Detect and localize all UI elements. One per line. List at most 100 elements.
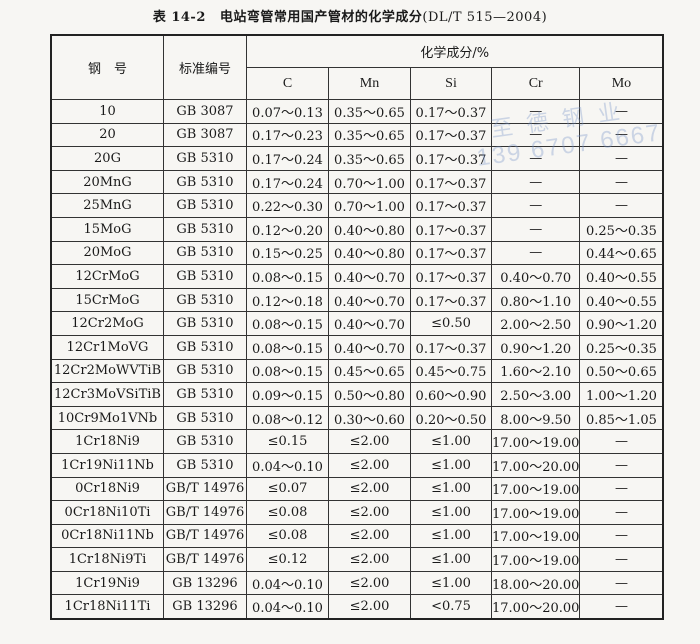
cell-mo: 0.25～0.35 — [579, 216, 664, 242]
cell-mn: 0.45～0.65 — [328, 358, 411, 384]
cell-mo: — — [579, 523, 664, 549]
table-title: 电站弯管常用国产管材的化学成分 — [219, 10, 423, 25]
cell-steel-grade: 1Cr19Ni11Nb — [50, 452, 164, 478]
cell-si: ≤0.50 — [410, 311, 492, 336]
cell-mo: — — [579, 193, 664, 218]
cell-steel-grade: 25MnG — [50, 193, 164, 218]
cell-mn: ≤2.00 — [328, 500, 411, 525]
cell-cr: 0.90～1.20 — [490, 334, 581, 360]
cell-standard-no: GB/T 14976 — [163, 500, 247, 525]
cell-mn: 0.40～0.80 — [328, 216, 411, 242]
cell-c: 0.22～0.30 — [246, 193, 329, 218]
cell-mo: — — [579, 594, 664, 620]
cell-steel-grade: 15CrMoG — [50, 287, 164, 313]
cell-standard-no: GB 3087 — [163, 99, 247, 124]
header-c: C — [246, 67, 329, 100]
table-row: 1Cr19Ni11Nb GB 5310 0.04～0.10 ≤2.00 ≤1.00 17.… — [50, 452, 664, 478]
table-row: 1Cr18Ni11Ti GB 13296 0.04～0.10 ≤2.00 <0.75 17… — [50, 594, 664, 620]
cell-steel-grade: 1Cr19Ni9 — [50, 570, 164, 596]
cell-steel-grade: 0Cr18Ni9 — [50, 476, 164, 502]
cell-c: 0.04～0.10 — [246, 452, 329, 478]
cell-si: ≤1.00 — [410, 476, 492, 502]
table-row: 10Cr9Mo1VNb GB 5310 0.08～0.12 0.30～0.60 0.20… — [50, 405, 664, 431]
cell-si: ≤1.00 — [410, 547, 492, 572]
cell-mo: — — [579, 476, 664, 502]
cell-c: 0.08～0.15 — [246, 334, 329, 360]
table-row: 20 GB 3087 0.17～0.23 0.35～0.65 0.17～0.37— — — [50, 122, 664, 148]
cell-mo: — — [579, 99, 664, 124]
cell-mn: 0.30～0.60 — [328, 405, 411, 431]
cell-cr: 17.00～20.00 — [490, 594, 581, 620]
cell-mo: — — [579, 429, 664, 454]
cell-c: 0.12～0.18 — [246, 287, 329, 313]
cell-mn: 0.40～0.70 — [328, 311, 411, 336]
cell-cr: 17.00～19.00 — [490, 476, 581, 502]
table-row: 20MoG GB 5310 0.15～0.25 0.40～0.80 0.17～0.37—… — [50, 240, 664, 266]
cell-cr: — — [490, 193, 581, 218]
cell-standard-no: GB 5310 — [163, 405, 247, 431]
cell-steel-grade: 0Cr18Ni10Ti — [50, 500, 164, 525]
cell-si: ≤1.00 — [410, 523, 492, 549]
cell-standard-no: GB 5310 — [163, 169, 247, 195]
table-row: 12CrMoG GB 5310 0.08～0.15 0.40～0.70 0.17～0.3… — [50, 264, 664, 289]
cell-standard-no: GB/T 14976 — [163, 547, 247, 572]
cell-mn: 0.40～0.70 — [328, 264, 411, 289]
cell-mo: 0.85～1.05 — [579, 405, 664, 431]
cell-c: 0.07～0.13 — [246, 99, 329, 124]
cell-mo: — — [579, 570, 664, 596]
cell-standard-no: GB 5310 — [163, 311, 247, 336]
cell-si: 0.17～0.37 — [410, 193, 492, 218]
cell-si: 0.17～0.37 — [410, 216, 492, 242]
cell-c: 0.08～0.15 — [246, 311, 329, 336]
table-row: 15MoG GB 5310 0.12～0.20 0.40～0.80 0.17～0.37—… — [50, 216, 664, 242]
cell-cr: 8.00～9.50 — [490, 405, 581, 431]
cell-steel-grade: 12Cr1MoVG — [50, 334, 164, 360]
cell-cr: — — [490, 169, 581, 195]
cell-mn: ≤2.00 — [328, 594, 411, 620]
table-row: 1Cr18Ni9 GB 5310 ≤0.15 ≤2.00 ≤1.00 17.00～19.0… — [50, 429, 664, 454]
cell-mn: ≤2.00 — [328, 429, 411, 454]
table-row: 20MnG GB 5310 0.17～0.24 0.70～1.00 0.17～0.37—… — [50, 169, 664, 195]
cell-cr: 17.00～20.00 — [490, 452, 581, 478]
cell-c: 0.04～0.10 — [246, 594, 329, 620]
cell-cr: 0.80～1.10 — [490, 287, 581, 313]
cell-cr: 17.00～19.00 — [490, 547, 581, 572]
table-row: 20G GB 5310 0.17～0.24 0.35～0.65 0.17～0.37— — — [50, 146, 664, 171]
cell-steel-grade: 20MoG — [50, 240, 164, 266]
header-cr: Cr — [490, 67, 581, 100]
chemical-composition-table: 钢 号 标准编号 化学成分/% C Mn Si Cr Mo 10 GB 3087 0… — [50, 34, 665, 621]
cell-si: 0.17～0.37 — [410, 334, 492, 360]
cell-si: ≤1.00 — [410, 429, 492, 454]
cell-mo: 0.40～0.55 — [579, 287, 664, 313]
cell-mn: 0.40～0.70 — [328, 287, 411, 313]
cell-mn: 0.70～1.00 — [328, 169, 411, 195]
header-composition: 化学成分/% — [246, 34, 664, 68]
cell-mo: 0.50～0.65 — [579, 358, 664, 384]
table-row: 10 GB 3087 0.07～0.13 0.35～0.65 0.17～0.37— — — [50, 99, 664, 124]
cell-steel-grade: 20G — [50, 146, 164, 171]
table-row: 0Cr18Ni9 GB/T 14976 ≤0.07 ≤2.00 ≤1.00 17.00～1… — [50, 476, 664, 502]
cell-c: 0.09～0.15 — [246, 382, 329, 407]
cell-steel-grade: 20MnG — [50, 169, 164, 195]
cell-standard-no: GB/T 14976 — [163, 476, 247, 502]
cell-standard-no: GB 3087 — [163, 122, 247, 148]
cell-si: ≤1.00 — [410, 570, 492, 596]
cell-mo: 0.90～1.20 — [579, 311, 664, 336]
cell-c: 0.17～0.24 — [246, 169, 329, 195]
cell-steel-grade: 12Cr3MoVSiTiB — [50, 382, 164, 407]
cell-cr: 2.50～3.00 — [490, 382, 581, 407]
cell-c: 0.17～0.24 — [246, 146, 329, 171]
cell-mo: 0.25～0.35 — [579, 334, 664, 360]
table-row: 1Cr18Ni9Ti GB/T 14976 ≤0.12 ≤2.00 ≤1.00 17.00… — [50, 547, 664, 572]
cell-mn: 0.35～0.65 — [328, 122, 411, 148]
cell-mo: — — [579, 547, 664, 572]
cell-mo: — — [579, 146, 664, 171]
cell-steel-grade: 12Cr2MoG — [50, 311, 164, 336]
cell-standard-no: GB 5310 — [163, 429, 247, 454]
cell-mo: — — [579, 452, 664, 478]
cell-mn: 0.40～0.80 — [328, 240, 411, 266]
cell-si: <0.75 — [410, 594, 492, 620]
cell-mn: ≤2.00 — [328, 570, 411, 596]
cell-mo: — — [579, 122, 664, 148]
cell-mo: 0.40～0.55 — [579, 264, 664, 289]
